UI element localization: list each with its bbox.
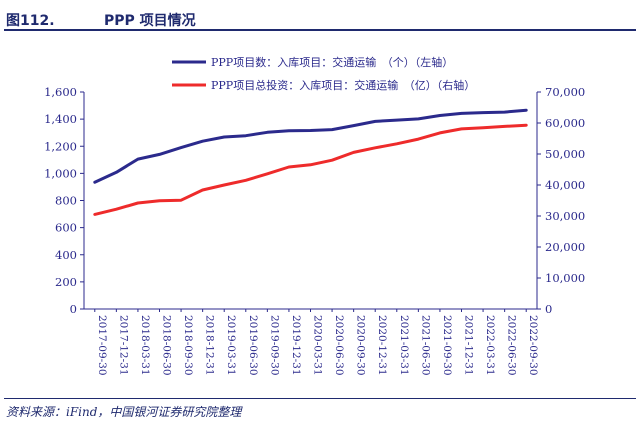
x-tick-label: 2021-09-30	[441, 315, 453, 376]
legend-label: PPP项目数：入库项目：交通运输 （个）（左轴）	[211, 55, 453, 69]
y-right-tick-label: 10,000	[545, 271, 585, 285]
y-left-tick-label: 1,400	[44, 112, 77, 126]
y-right-tick-label: 50,000	[545, 147, 585, 161]
title-divider	[4, 29, 636, 31]
y-left-tick-label: 1,600	[44, 85, 77, 99]
y-left-tick-label: 0	[70, 302, 77, 316]
x-tick-label: 2018-09-30	[182, 315, 194, 376]
y-left-tick-label: 600	[55, 221, 77, 235]
x-tick-label: 2018-06-30	[161, 315, 173, 376]
y-right-tick-label: 20,000	[545, 240, 585, 254]
y-left-tick-label: 200	[55, 275, 77, 289]
x-tick-label: 2022-06-30	[506, 315, 518, 376]
x-tick-label: 2022-09-30	[527, 315, 539, 376]
series-line-total-investment	[93, 123, 528, 216]
y-right-tick-label: 0	[545, 302, 552, 316]
x-tick-label: 2019-12-31	[290, 315, 302, 376]
y-right-tick-label: 30,000	[545, 209, 585, 223]
y-right-tick-label: 70,000	[545, 85, 585, 99]
legend-label: PPP项目总投资：入库项目：交通运输 （亿）（右轴）	[211, 78, 475, 92]
y-left-tick-label: 1,200	[44, 139, 77, 153]
figure-number: 图112.	[6, 13, 55, 29]
x-tick-label: 2020-06-30	[333, 315, 345, 376]
series-line-project-count	[93, 108, 528, 184]
x-tick-label: 2022-03-31	[484, 315, 496, 376]
x-tick-label: 2018-12-31	[204, 315, 216, 376]
y-left-tick-label: 800	[55, 194, 77, 208]
x-tick-label: 2017-09-30	[96, 315, 108, 376]
x-tick-label: 2020-09-30	[355, 315, 367, 376]
x-tick-label: 2019-03-31	[225, 315, 237, 376]
y-right-tick-label: 60,000	[545, 116, 585, 130]
source-divider	[4, 398, 636, 399]
figure-title-bar: 图112. PPP 项目情况	[4, 4, 636, 30]
x-tick-label: 2021-03-31	[398, 315, 410, 376]
x-tick-label: 2021-06-30	[419, 315, 431, 376]
x-tick-label: 2019-06-30	[247, 315, 259, 376]
source-note: 资料来源：iFind，中国银河证券研究院整理	[6, 405, 242, 419]
x-tick-label: 2020-12-31	[376, 315, 388, 376]
x-tick-label: 2021-12-31	[463, 315, 475, 376]
y-left-tick-label: 1,000	[44, 166, 77, 180]
x-tick-label: 2019-09-30	[268, 315, 280, 376]
x-tick-label: 2017-12-31	[117, 315, 129, 376]
x-tick-label: 2018-03-31	[139, 315, 151, 376]
y-right-tick-label: 40,000	[545, 178, 585, 192]
x-tick-label: 2020-03-31	[312, 315, 324, 376]
figure-title: PPP 项目情况	[104, 13, 196, 29]
y-left-tick-label: 400	[55, 248, 77, 262]
